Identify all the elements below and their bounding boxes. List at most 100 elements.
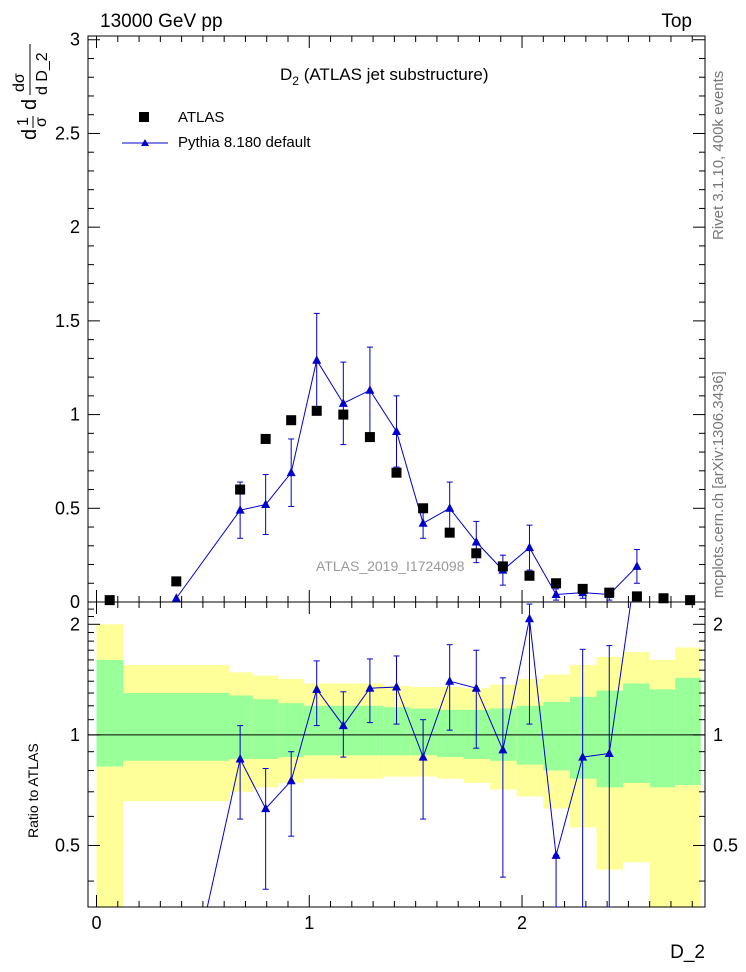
svg-text:d: d	[19, 99, 41, 110]
ratio-point	[578, 752, 588, 761]
main-marks	[104, 312, 696, 606]
legend-atlas-marker	[139, 112, 149, 122]
ratio-tick-label-right: 0.5	[713, 835, 738, 855]
y-tick-label: 0.5	[55, 498, 80, 518]
header-top: Top	[661, 11, 692, 32]
y-tick-label: 2.5	[55, 123, 80, 143]
band-inner-3	[252, 699, 279, 759]
legend-pythia-marker	[141, 139, 149, 146]
ratio-tick-label: 0.5	[55, 835, 80, 855]
ratio-frame	[87, 601, 706, 908]
data-point	[551, 578, 562, 589]
data-point	[104, 595, 115, 606]
band-inner-2	[229, 695, 253, 759]
band-inner-19	[675, 677, 701, 786]
ratio-tick-label-right: 1	[713, 725, 723, 745]
svg-text:σ: σ	[33, 117, 50, 127]
band-inner-5	[303, 705, 331, 756]
y-axis-label: d 1 σ d dσ d D_2	[11, 44, 51, 140]
y-tick-label: 2	[70, 217, 80, 237]
ratio-tick-label: 2	[70, 614, 80, 634]
ratio-point	[471, 683, 481, 692]
axes-layer: 0 0.5 1 1.5 2 2.5 3 0 1 2 0.5 0.5 1 1 2 2	[55, 30, 738, 933]
band-inner-1	[123, 693, 230, 761]
band-inner-0	[96, 659, 124, 767]
band-inner-7	[357, 705, 384, 756]
ratio-point	[498, 744, 508, 754]
band-inner-17	[623, 683, 650, 783]
ratio-bands	[96, 624, 701, 907]
data-point	[577, 583, 588, 594]
mc-point	[261, 499, 271, 509]
mc-point	[524, 542, 534, 552]
mc-point	[365, 385, 375, 394]
data-point	[471, 548, 482, 559]
y-tick-label: 0	[70, 592, 80, 612]
svg-text:dσ: dσ	[11, 73, 28, 92]
mc-point	[471, 537, 481, 546]
data-point	[524, 570, 535, 581]
mc-point	[171, 593, 181, 602]
ratio-point	[312, 684, 322, 693]
rivet-label: Rivet 3.1.10, 400k events	[710, 71, 727, 240]
mc-point	[312, 355, 322, 364]
mc-point	[632, 561, 642, 570]
mc-point	[551, 589, 561, 599]
ratio-point	[418, 752, 428, 761]
ratio-point	[551, 850, 561, 859]
data-point	[338, 409, 349, 420]
mc-point	[235, 505, 245, 514]
data-point	[391, 467, 402, 478]
band-inner-9	[410, 708, 437, 756]
mc-point	[286, 467, 296, 477]
mc-point	[392, 426, 401, 435]
x-tick-label: 1	[304, 913, 314, 933]
ratio-point	[338, 720, 348, 730]
analysis-watermark: ATLAS_2019_I1724098	[316, 558, 465, 574]
data-point	[658, 593, 669, 604]
data-point	[444, 527, 455, 538]
band-inner-15	[569, 696, 597, 779]
ratio-clipped	[206, 602, 632, 907]
band-inner-18	[649, 689, 676, 788]
x-tick-label: 0	[92, 913, 102, 933]
data-point	[235, 484, 246, 495]
mc-point	[418, 518, 428, 527]
data-point	[364, 432, 375, 443]
ratio-point	[604, 748, 614, 757]
ratio-point	[524, 613, 534, 623]
data-point	[604, 587, 615, 598]
mcplots-label: mcplots.cern.ch [arXiv:1306.3436]	[710, 371, 727, 598]
data-point	[418, 503, 429, 514]
ratio-point	[261, 803, 271, 813]
y-tick-label: 3	[70, 30, 80, 50]
band-inner-4	[278, 703, 304, 758]
ratio-tick-label: 1	[70, 725, 80, 745]
y-tick-label: 1	[70, 405, 80, 425]
y-tick-label: 1.5	[55, 311, 80, 331]
data-point	[631, 591, 642, 602]
ratio-point	[235, 753, 245, 763]
mc-point	[338, 398, 348, 407]
band-inner-10	[436, 709, 464, 758]
data-point	[311, 405, 322, 416]
ratio-point	[286, 775, 296, 785]
band-inner-8	[383, 707, 411, 756]
x-tick-label: 2	[517, 913, 527, 933]
svg-text:d: d	[19, 129, 41, 140]
band-inner-16	[596, 690, 624, 788]
ratio-point	[365, 683, 375, 692]
legend-pythia-label: Pythia 8.180 default	[178, 134, 311, 151]
data-point	[286, 415, 297, 426]
ratio-tick-label-right: 2	[713, 614, 723, 634]
data-point	[497, 561, 508, 572]
data-point	[685, 595, 696, 606]
header-process: 13000 GeV pp	[100, 11, 223, 32]
x-axis-label: D_2	[670, 942, 705, 963]
ratio-y-label: Ratio to ATLAS	[25, 743, 41, 838]
mc-point	[445, 503, 455, 512]
legend-atlas-label: ATLAS	[178, 109, 224, 126]
ratio-point	[445, 676, 455, 685]
data-point	[260, 433, 271, 444]
